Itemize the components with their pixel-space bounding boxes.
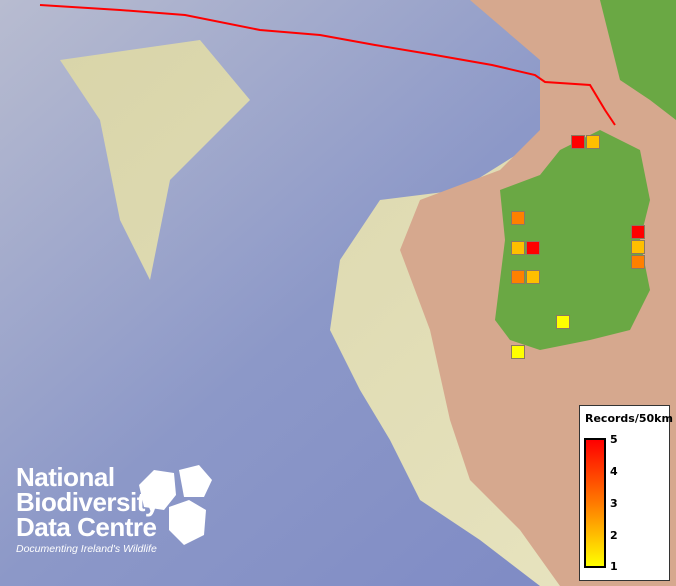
nbdc-logo: National Biodiversity Data Centre Docume…	[16, 462, 212, 555]
ireland	[495, 130, 650, 350]
record-square[interactable]	[631, 240, 645, 254]
record-square[interactable]	[526, 241, 540, 255]
logo-line: National	[16, 462, 115, 492]
legend-title: Records/50km	[585, 412, 673, 425]
logo-tagline: Documenting Ireland's Wildlife	[16, 543, 157, 555]
record-square[interactable]	[571, 135, 585, 149]
logo-line: Data Centre	[16, 512, 157, 542]
record-square[interactable]	[526, 270, 540, 284]
record-square[interactable]	[511, 270, 525, 284]
legend: Records/50km 5 4 3 2 1	[579, 405, 673, 581]
record-square[interactable]	[556, 315, 570, 329]
record-square[interactable]	[586, 135, 600, 149]
record-square[interactable]	[511, 211, 525, 225]
record-square[interactable]	[511, 241, 525, 255]
logo-line: Biodiversity	[16, 487, 159, 517]
record-square[interactable]	[631, 255, 645, 269]
logo-hexagon-icons	[139, 465, 212, 545]
legend-color-ramp	[584, 438, 606, 568]
britain	[600, 0, 676, 120]
legend-tick: 2	[610, 529, 618, 542]
legend-tick: 3	[610, 497, 618, 510]
boundary-line	[39, 4, 616, 126]
legend-tick: 5	[610, 433, 618, 446]
record-square[interactable]	[631, 225, 645, 239]
legend-tick: 4	[610, 465, 618, 478]
legend-tick: 1	[610, 560, 618, 573]
record-square[interactable]	[511, 345, 525, 359]
